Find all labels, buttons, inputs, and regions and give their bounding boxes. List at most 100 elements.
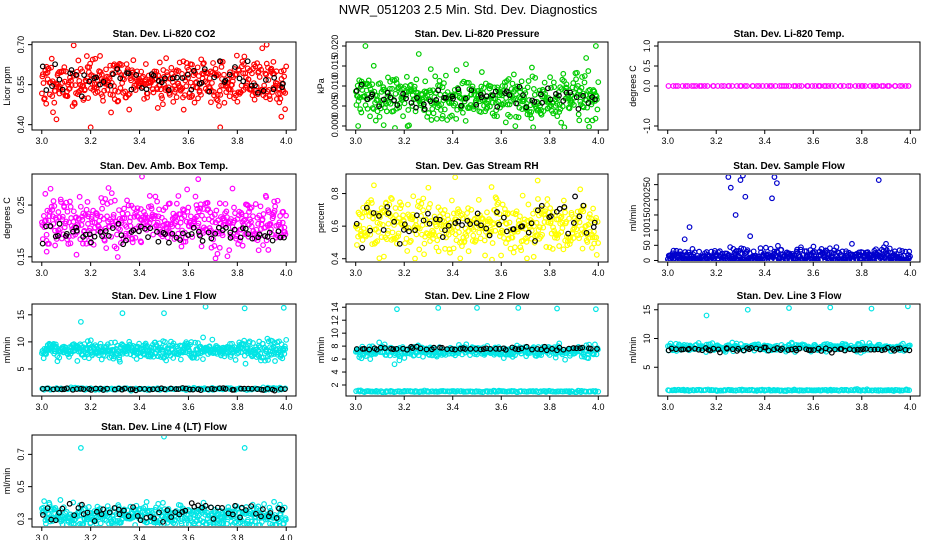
- data-point: [726, 83, 732, 89]
- data-point: [146, 193, 153, 199]
- data-point: [240, 217, 247, 224]
- data-point: [505, 76, 512, 82]
- data-point: [51, 203, 58, 209]
- data-point: [119, 310, 126, 317]
- data-point: [198, 91, 204, 98]
- data-point: [538, 91, 544, 98]
- data-point: [403, 92, 409, 99]
- data-point: [278, 352, 285, 359]
- data-point: [595, 240, 602, 246]
- data-point: [500, 235, 507, 241]
- data-point: [435, 87, 442, 94]
- data-point: [557, 214, 564, 221]
- x-tick-label: 3.0: [349, 402, 362, 412]
- data-point: [124, 211, 131, 217]
- data-point: [63, 230, 70, 237]
- data-point: [237, 237, 243, 244]
- points-layer: [39, 43, 290, 129]
- data-point: [753, 345, 760, 352]
- points-layer: [39, 305, 290, 394]
- data-point: [470, 232, 477, 239]
- data-point: [687, 387, 694, 394]
- data-point: [280, 67, 287, 74]
- data-point: [265, 247, 272, 253]
- data-point: [156, 59, 163, 66]
- data-point: [43, 351, 50, 357]
- data-point: [112, 87, 119, 94]
- data-point: [538, 352, 545, 358]
- page-title: NWR_051203 2.5 Min. Std. Dev. Diagnostic…: [338, 2, 598, 17]
- data-point: [222, 77, 229, 84]
- data-point: [42, 190, 49, 197]
- data-point: [255, 234, 262, 241]
- data-point: [408, 343, 415, 350]
- data-point: [276, 99, 283, 106]
- data-point: [400, 212, 407, 219]
- plot-frame: [31, 434, 297, 528]
- data-point: [212, 255, 219, 261]
- data-point: [551, 209, 557, 216]
- data-point: [536, 224, 543, 231]
- data-point: [476, 229, 483, 236]
- data-point: [201, 60, 207, 67]
- y-tick-label: 150: [642, 207, 652, 222]
- x-tick-label: 3.8: [856, 136, 869, 146]
- data-point: [382, 345, 388, 351]
- data-point: [579, 344, 586, 351]
- data-point: [442, 94, 449, 101]
- y-tick-label: 6: [330, 357, 340, 362]
- data-point: [267, 221, 274, 227]
- data-point: [809, 83, 816, 89]
- data-point: [538, 210, 545, 217]
- data-point: [769, 195, 775, 202]
- data-point: [56, 354, 63, 361]
- data-point: [543, 244, 550, 250]
- data-point: [212, 230, 219, 237]
- data-point: [524, 84, 531, 91]
- data-point: [460, 215, 466, 222]
- data-point: [496, 92, 503, 99]
- data-point: [571, 102, 577, 108]
- data-point: [355, 98, 362, 104]
- data-point: [259, 45, 266, 52]
- data-point: [86, 64, 93, 71]
- data-point: [130, 205, 137, 212]
- data-point: [457, 255, 464, 261]
- data-point: [573, 345, 580, 352]
- data-point: [376, 220, 383, 227]
- data-point: [239, 242, 246, 249]
- data-point: [136, 228, 142, 235]
- data-point: [567, 89, 574, 96]
- data-point: [248, 204, 255, 211]
- data-point: [579, 74, 585, 80]
- data-point: [771, 346, 777, 353]
- data-point: [444, 117, 451, 123]
- data-point: [192, 339, 199, 346]
- data-point: [375, 228, 382, 235]
- data-point: [240, 78, 247, 85]
- data-point: [461, 95, 467, 102]
- data-point: [519, 223, 526, 230]
- data-point: [501, 206, 508, 213]
- data-point: [152, 212, 159, 219]
- x-tick-label: 3.8: [544, 268, 557, 278]
- data-point: [437, 344, 443, 351]
- y-tick-label: 0.6: [330, 220, 340, 233]
- data-point: [60, 504, 67, 511]
- data-point: [696, 248, 703, 255]
- data-point: [502, 346, 509, 353]
- data-point: [122, 88, 128, 95]
- data-point: [48, 55, 55, 62]
- data-point: [591, 240, 598, 247]
- data-point: [178, 86, 185, 93]
- points-layer: [665, 83, 912, 89]
- data-point: [527, 102, 534, 109]
- data-point: [42, 217, 49, 224]
- data-point: [178, 243, 185, 250]
- data-point: [358, 109, 365, 116]
- data-point: [714, 83, 721, 89]
- data-point: [391, 222, 397, 228]
- data-point: [435, 305, 442, 311]
